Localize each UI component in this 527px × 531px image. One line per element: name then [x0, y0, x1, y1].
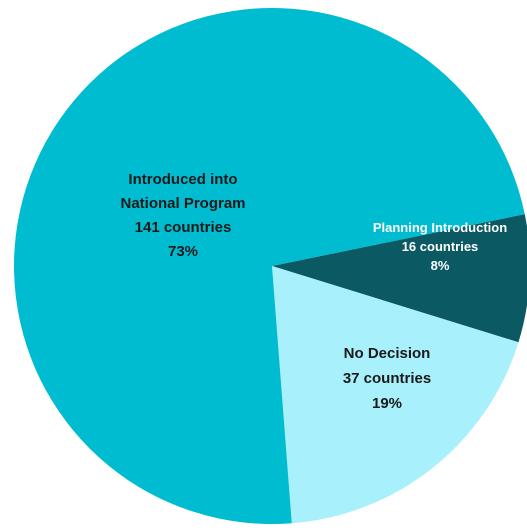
- pie-slice-1: [272, 266, 519, 524]
- pie-slice-2: [13, 8, 525, 525]
- pie-slice-0: [272, 214, 527, 343]
- slice-label-line: Introduced into: [128, 171, 237, 188]
- slice-label-line: 73%: [168, 243, 198, 260]
- slice-label-line: 37 countries: [343, 370, 431, 387]
- slice-label-line: 16 countries: [402, 239, 479, 254]
- slice-label-1: No Decision 37 countries 19%: [343, 345, 431, 412]
- slice-label-2: Introduced into National Program 141 count…: [120, 171, 245, 260]
- slice-label-line: No Decision: [344, 345, 431, 362]
- pie-slices: [13, 8, 527, 525]
- slice-label-line: 19%: [372, 395, 402, 412]
- slice-label-line: 8%: [431, 258, 450, 273]
- slice-label-line: National Program: [120, 195, 245, 212]
- slice-label-line: 141 countries: [135, 219, 232, 236]
- pie-labels: Planning Introduction 16 countries 8% No De…: [120, 171, 507, 412]
- slice-label-line: Planning Introduction: [373, 220, 507, 235]
- slice-label-0: Planning Introduction 16 countries 8%: [373, 220, 507, 273]
